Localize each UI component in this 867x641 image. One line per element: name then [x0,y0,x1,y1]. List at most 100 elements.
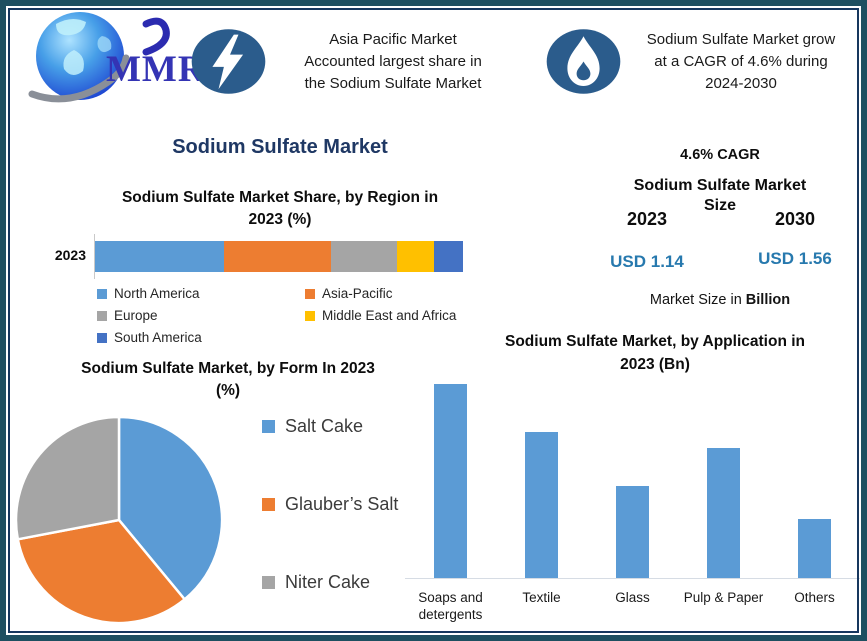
application-bar-label-glass: Glass [615,590,650,605]
mmr-logo: MMR [28,8,208,108]
form-chart-title-line1: Sodium Sulfate Market, by Form In 2023 [81,360,375,377]
application-bar-glass [616,486,649,578]
application-bar-wrap [405,383,496,578]
market-size-year-2030: 2030 [774,209,816,229]
market-size-note-regular: Market Size in [649,292,746,308]
application-bar-wrap [769,383,860,578]
application-bar-label-textile: Textile [522,590,561,605]
market-size-note-bold: Billion [745,292,791,308]
market-size-value-2030: USD 1.56 [758,249,832,268]
pie-legend-label: Salt Cake [285,416,364,436]
globe-icon [28,12,170,103]
region-legend-label: North America [114,286,200,301]
note-line: Accounted largest share in [304,53,482,70]
globe-continent [97,36,112,53]
logo-text: MMR [106,49,206,90]
application-bar-wrap [496,383,587,578]
application-column-glass: Glass [587,383,678,633]
market-size-title: Sodium Sulfate Market [633,177,807,194]
pie-legend-item-salt-cake: Salt Cake [262,416,398,437]
region-legend-marker [305,288,315,299]
application-bar-wrap [678,383,769,578]
region-legend-label: Europe [114,308,158,323]
globe-continent [63,50,84,76]
pie-slice-glauber-s-salt [16,518,186,625]
note-line: the Sodium Sulfate Market [304,75,482,92]
page-title: Sodium Sulfate Market [172,136,388,158]
cagr-label: 4.6% CAGR [680,147,760,163]
form-pie-legend: Salt Cake Glauber’s Salt Niter Cake [262,416,398,593]
region-legend-item-asia-pacific: Asia-Pacific [305,286,487,301]
form-pie-chart [12,410,228,630]
form-chart-title: Sodium Sulfate Market, by Form In 2023 (… [22,358,434,402]
pie-legend-item-niter-cake: Niter Cake [262,572,398,593]
region-chart-category-label: 2023 [54,247,86,263]
application-column-others: Others [769,383,860,633]
pie-slice-salt-cake [117,415,224,601]
note-line: at a CAGR of 4.6% during [654,53,828,70]
region-legend-marker [305,310,315,321]
application-column-pulp-paper: Pulp & Paper [678,383,769,633]
region-bar-segment-north-america [95,241,224,272]
market-size-value-2023: USD 1.14 [610,252,684,271]
application-column-soaps-and-detergents: Soaps and detergents [405,383,496,633]
application-bar-wrap [587,383,678,578]
application-chart-baseline [405,578,860,579]
application-chart-columns: Soaps and detergents Textile Glass Pulp & P… [405,383,860,633]
region-chart-title-line2: 2023 (%) [248,211,312,228]
region-legend-label: South America [114,330,202,345]
application-bar-textile [525,432,558,578]
pie-slice-niter-cake [14,415,121,541]
note-line: Asia Pacific Market [329,31,457,48]
note-line: Sodium Sulfate Market grow [646,31,836,48]
region-legend-item-europe: Europe [97,308,305,323]
note-line: 2024-2030 [705,75,777,92]
region-chart-title: Sodium Sulfate Market Share, by Region i… [88,187,472,231]
application-bar-label-soaps-and-detergents: Soaps and detergents [418,590,483,622]
logo-swoosh-navy [142,17,170,56]
market-size-year-2023: 2023 [626,209,668,229]
pie-legend-label: Niter Cake [285,572,371,592]
region-legend-label: Asia-Pacific [322,286,393,301]
application-chart-title-line1: Sodium Sulfate Market, by Application in [505,333,805,350]
application-column-textile: Textile [496,383,587,633]
region-chart-axis-line [94,234,95,279]
pie-legend-marker [262,420,275,433]
region-legend: North America Asia-Pacific Europe Middle Ea… [97,286,487,345]
globe-continent [56,18,86,36]
region-bar-segment-south-america [433,241,463,272]
region-legend-marker [97,288,107,299]
market-size-title-word: Size [703,197,736,214]
pie-legend-item-glauber-s-salt: Glauber’s Salt [262,494,398,515]
application-bar-label-others: Others [794,590,835,605]
region-stacked-bar [95,241,463,272]
region-legend-label: Middle East and Africa [322,308,457,323]
application-chart-title: Sodium Sulfate Market, by Application in… [452,330,858,376]
region-legend-item-south-america: South America [97,330,305,345]
pie-legend-label: Glauber’s Salt [285,494,399,514]
pie-legend-marker [262,498,275,511]
region-legend-item-north-america: North America [97,286,305,301]
lightning-icon [190,27,267,96]
form-chart-title-line2: (%) [215,382,241,399]
application-bar-soaps-and-detergents [434,384,467,578]
application-chart-title-line2: 2023 (Bn) [620,356,690,373]
region-bar-segment-middle-east-and-africa [396,241,434,272]
application-bar-chart: Soaps and detergents Textile Glass Pulp & P… [405,383,860,633]
application-bar-label-pulp-paper: Pulp & Paper [683,590,764,605]
pie-legend-marker [262,576,275,589]
market-size-note: Market Size in Billion [596,292,844,308]
flame-icon [545,27,622,96]
region-chart-title-line1: Sodium Sulfate Market Share, by Region i… [121,189,439,206]
region-legend-marker [97,332,107,343]
region-bar-segment-europe [330,241,397,272]
application-bar-others [798,519,831,578]
application-bar-pulp-paper [707,448,740,578]
region-legend-item-middle-east-and-africa: Middle East and Africa [305,308,487,323]
pie-svg [14,415,224,625]
region-bar-segment-asia-pacific [223,241,331,272]
highlight-note-right: Sodium Sulfate Market grow at a CAGR of … [626,29,856,95]
region-legend-marker [97,310,107,321]
highlight-note-left: Asia Pacific Market Accounted largest sh… [276,29,510,95]
